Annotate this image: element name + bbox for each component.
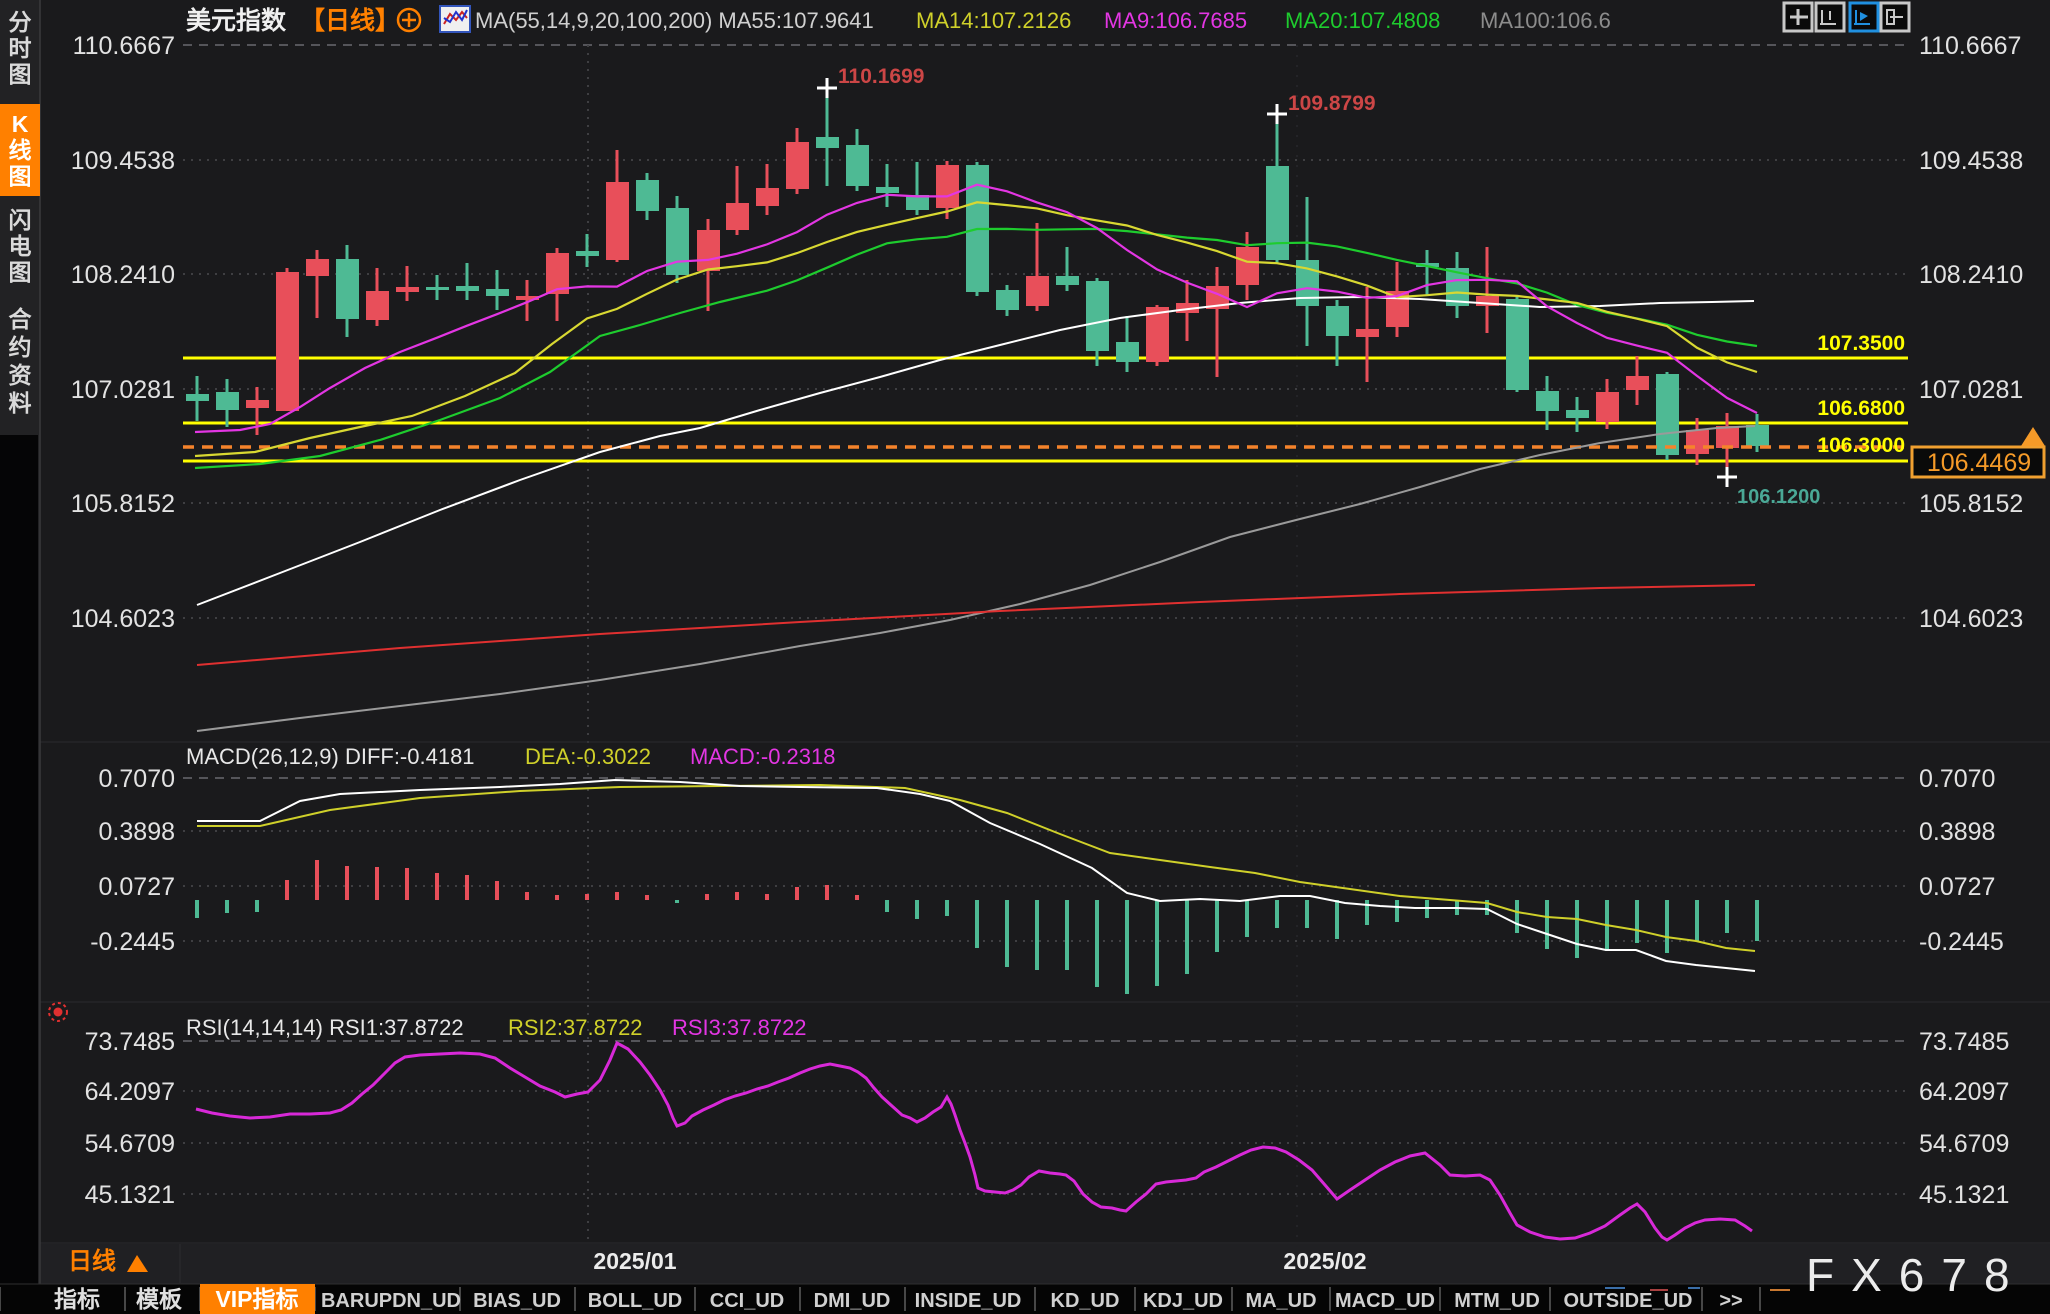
svg-text:【日线】: 【日线】 — [300, 6, 400, 35]
svg-text:MACD_UD: MACD_UD — [1335, 1290, 1435, 1312]
svg-text:109.4538: 109.4538 — [1919, 147, 2023, 175]
svg-text:美元指数: 美元指数 — [186, 6, 287, 35]
svg-text:110.6667: 110.6667 — [73, 32, 175, 60]
svg-text:图: 图 — [9, 163, 32, 189]
svg-text:DMI_UD: DMI_UD — [814, 1290, 891, 1312]
svg-text:MA100:106.6: MA100:106.6 — [1480, 8, 1611, 33]
svg-text:64.2097: 64.2097 — [85, 1078, 175, 1106]
svg-text:MTM_UD: MTM_UD — [1454, 1290, 1540, 1312]
svg-text:料: 料 — [9, 390, 32, 416]
svg-text:图: 图 — [9, 259, 32, 285]
svg-text:分: 分 — [9, 9, 32, 35]
svg-text:106.6800: 106.6800 — [1817, 397, 1905, 420]
svg-text:0.0727: 0.0727 — [99, 873, 175, 901]
svg-text:时: 时 — [9, 35, 32, 61]
svg-text:73.7485: 73.7485 — [85, 1028, 175, 1056]
svg-text:RSI2:37.8722: RSI2:37.8722 — [508, 1015, 643, 1040]
svg-text:108.2410: 108.2410 — [1919, 261, 2023, 289]
svg-text:指标: 指标 — [54, 1286, 100, 1312]
svg-text:日线: 日线 — [68, 1248, 116, 1275]
svg-text:CCI_UD: CCI_UD — [710, 1290, 784, 1312]
svg-text:线: 线 — [9, 137, 32, 163]
svg-text:105.8152: 105.8152 — [71, 490, 175, 518]
svg-text:RSI(14,14,14) RSI1:37.8722: RSI(14,14,14) RSI1:37.8722 — [186, 1015, 464, 1040]
svg-text:108.2410: 108.2410 — [71, 261, 175, 289]
svg-text:0.7070: 0.7070 — [99, 765, 175, 793]
svg-text:DEA:-0.3022: DEA:-0.3022 — [525, 744, 651, 769]
svg-text:109.8799: 109.8799 — [1288, 92, 1376, 115]
svg-text:105.8152: 105.8152 — [1919, 490, 2023, 518]
svg-text:电: 电 — [9, 233, 32, 259]
svg-text:110.1699: 110.1699 — [838, 65, 924, 88]
svg-text:0.7070: 0.7070 — [1919, 765, 1995, 793]
svg-text:RSI3:37.8722: RSI3:37.8722 — [672, 1015, 807, 1040]
svg-text:2025/01: 2025/01 — [593, 1248, 676, 1274]
svg-text:FX678: FX678 — [1806, 1249, 2027, 1301]
svg-text:107.0281: 107.0281 — [1919, 376, 2023, 404]
svg-text:图: 图 — [9, 61, 32, 87]
svg-text:-0.2445: -0.2445 — [1919, 928, 2004, 956]
svg-text:106.1200: 106.1200 — [1737, 486, 1820, 508]
svg-text:54.6709: 54.6709 — [85, 1130, 175, 1158]
svg-text:MACD:-0.2318: MACD:-0.2318 — [690, 744, 836, 769]
svg-text:MA9:106.7685: MA9:106.7685 — [1104, 8, 1247, 33]
svg-text:资: 资 — [9, 362, 32, 388]
svg-text:54.6709: 54.6709 — [1919, 1130, 2009, 1158]
svg-text:107.0281: 107.0281 — [71, 376, 175, 404]
svg-text:MA20:107.4808: MA20:107.4808 — [1285, 8, 1440, 33]
svg-text:MA(55,14,9,20,100,200) MA55:10: MA(55,14,9,20,100,200) MA55:107.9641 — [475, 8, 874, 33]
svg-text:45.1321: 45.1321 — [1919, 1181, 2009, 1209]
svg-text:闪: 闪 — [9, 207, 32, 233]
svg-text:2025/02: 2025/02 — [1283, 1248, 1366, 1274]
svg-text:模板: 模板 — [136, 1286, 183, 1312]
svg-text:BARUPDN_UD: BARUPDN_UD — [321, 1290, 461, 1312]
svg-text:VIP指标: VIP指标 — [215, 1286, 298, 1312]
svg-text:MACD(26,12,9) DIFF:-0.4181: MACD(26,12,9) DIFF:-0.4181 — [186, 744, 475, 769]
svg-text:K: K — [12, 111, 29, 137]
svg-text:BOLL_UD: BOLL_UD — [588, 1290, 682, 1312]
svg-text:OUTSIDE_UD: OUTSIDE_UD — [1564, 1290, 1693, 1312]
svg-text:-0.2445: -0.2445 — [90, 928, 175, 956]
svg-text:106.3000: 106.3000 — [1817, 434, 1905, 457]
svg-text:0.3898: 0.3898 — [99, 818, 175, 846]
svg-text:104.6023: 104.6023 — [1919, 605, 2023, 633]
svg-text:0.3898: 0.3898 — [1919, 818, 1995, 846]
svg-text:45.1321: 45.1321 — [85, 1181, 175, 1209]
svg-text:104.6023: 104.6023 — [71, 605, 175, 633]
svg-text:106.4469: 106.4469 — [1927, 449, 2031, 477]
svg-text:107.3500: 107.3500 — [1817, 332, 1905, 355]
svg-text:BIAS_UD: BIAS_UD — [473, 1290, 561, 1312]
svg-text:约: 约 — [9, 334, 32, 360]
svg-text:0.0727: 0.0727 — [1919, 873, 1995, 901]
svg-text:>>: >> — [1719, 1290, 1742, 1312]
svg-text:73.7485: 73.7485 — [1919, 1028, 2009, 1056]
svg-text:INSIDE_UD: INSIDE_UD — [915, 1290, 1022, 1312]
svg-text:KDJ_UD: KDJ_UD — [1143, 1290, 1223, 1312]
svg-text:64.2097: 64.2097 — [1919, 1078, 2009, 1106]
svg-text:MA14:107.2126: MA14:107.2126 — [916, 8, 1071, 33]
svg-text:合: 合 — [9, 306, 33, 332]
svg-text:MA_UD: MA_UD — [1245, 1290, 1316, 1312]
svg-text:110.6667: 110.6667 — [1919, 32, 2021, 60]
svg-text:109.4538: 109.4538 — [71, 147, 175, 175]
svg-text:KD_UD: KD_UD — [1051, 1290, 1120, 1312]
